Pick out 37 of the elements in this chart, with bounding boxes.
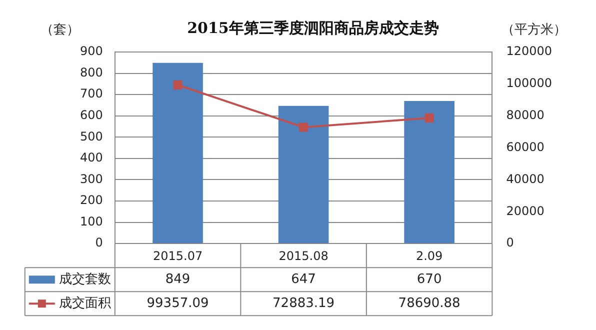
y2-tick-label: 40000 [506,172,544,186]
bar [404,100,454,244]
bar [278,106,329,244]
point [299,122,308,132]
y2-tick-label: 60000 [506,140,544,154]
y-tick-label: 300 [80,172,103,186]
y-tick-label: 700 [80,86,103,101]
x-tick-label: 2015.08 [278,248,328,263]
x-tick-label: 2015.07 [152,248,203,263]
y-tick-label: 200 [80,193,103,208]
y-tick-label: 100 [80,214,103,228]
legend-label: 成交套数 [58,270,111,287]
y2-tick-label: 100000 [506,76,552,90]
data-label: 99357.09 [146,296,209,311]
bar [152,62,203,244]
data-label: 78690.88 [398,296,460,311]
y-tick-label: 900 [80,44,103,58]
data-label: 647 [291,272,316,287]
chart-title: 2015年第三季度泗阳商品房成交走势 [187,18,439,37]
y2-tick-label: 80000 [506,108,544,122]
data-label: 849 [165,272,190,287]
point [424,113,434,122]
y-tick-label: 800 [80,65,103,80]
y2-tick-label: 20000 [506,204,544,218]
y-tick-label: 500 [80,129,103,144]
legend-label: 成交面积 [58,294,111,311]
y-axis-title: （套） [40,22,80,38]
x-tick-label: 2.09 [416,248,443,263]
data-label: 670 [416,272,442,287]
y-tick-label: 400 [80,150,103,165]
data-label: 72883.19 [272,296,335,311]
y2-tick-label: 120000 [506,44,552,58]
y2-tick-label: 0 [506,236,514,250]
point [173,80,182,90]
y-tick-label: 600 [80,108,103,122]
y2-axis-title: （平方米） [502,21,567,38]
y-tick-label: 0 [95,236,103,250]
